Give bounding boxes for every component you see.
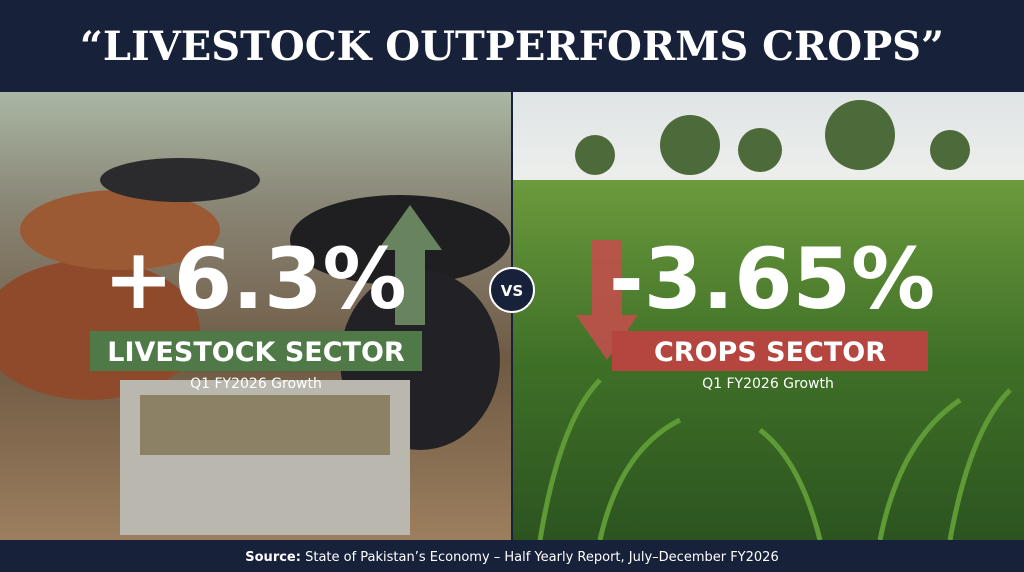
title: “LIVESTOCK OUTPERFORMS CROPS”	[80, 23, 944, 70]
crops-label: CROPS SECTOR	[654, 337, 886, 368]
crops-growth: -3.65%	[609, 230, 935, 328]
crops-caption: Q1 FY2026 Growth	[702, 376, 834, 392]
vs-text: VS	[501, 282, 523, 300]
livestock-label-box	[90, 331, 422, 371]
crops-label-box	[612, 331, 928, 371]
source-label: Source:	[245, 550, 301, 565]
crop-leaves	[537, 378, 1012, 541]
header-bar	[0, 0, 1024, 92]
livestock-growth: +6.3%	[103, 230, 406, 328]
footer-bar	[0, 540, 1024, 572]
trees	[575, 100, 970, 175]
livestock-label: LIVESTOCK SECTOR	[107, 337, 405, 368]
livestock-caption: Q1 FY2026 Growth	[190, 376, 322, 392]
vs-badge	[489, 267, 535, 313]
source-text: State of Pakistan’s Economy – Half Yearl…	[305, 550, 779, 565]
down-arrow	[576, 240, 638, 360]
up-arrow	[378, 205, 442, 325]
source: Source: State of Pakistan’s Economy – Ha…	[245, 550, 778, 565]
